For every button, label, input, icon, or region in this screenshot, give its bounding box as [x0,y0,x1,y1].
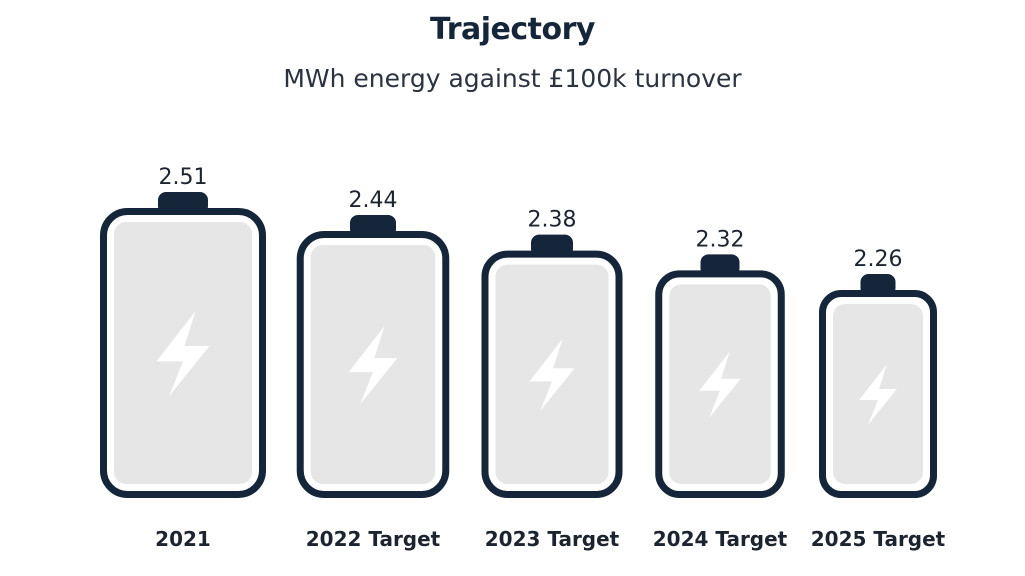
chart-title: Trajectory [430,12,595,47]
battery-bar [296,214,450,499]
battery-bar [100,192,266,498]
value-label: 2.38 [528,208,577,233]
battery-bar [481,234,623,498]
lightning-bolt-icon [859,364,897,425]
lightning-bolt-icon [348,326,398,405]
category-label: 2022 Target [306,527,441,551]
lightning-bolt-icon [156,311,210,397]
value-label: 2.51 [159,165,208,190]
battery-bar [655,254,785,498]
value-label: 2.32 [696,227,745,252]
value-label: 2.44 [349,188,398,213]
category-label: 2024 Target [653,527,788,551]
category-label: 2021 [155,527,211,551]
category-label: 2023 Target [485,527,620,551]
lightning-bolt-icon [699,351,741,418]
category-label: 2025 Target [811,527,946,551]
chart-subtitle: MWh energy against £100k turnover [283,64,742,93]
lightning-bolt-icon [529,338,575,412]
value-label: 2.26 [854,247,903,272]
battery-bar [819,274,937,498]
